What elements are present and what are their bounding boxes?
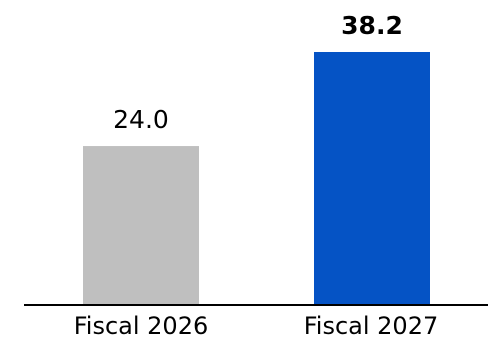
value-labels-group: 24.0 38.2 [113,11,403,134]
bars-group [83,52,430,305]
x-tick-label-2: Fiscal 2027 [304,312,439,340]
x-tick-label-1: Fiscal 2026 [74,312,209,340]
bar-1 [83,146,199,305]
bar-2 [314,52,430,305]
value-label-2: 38.2 [341,11,403,40]
value-label-1: 24.0 [113,105,169,134]
x-tick-labels-group: Fiscal 2026 Fiscal 2027 [74,312,439,340]
